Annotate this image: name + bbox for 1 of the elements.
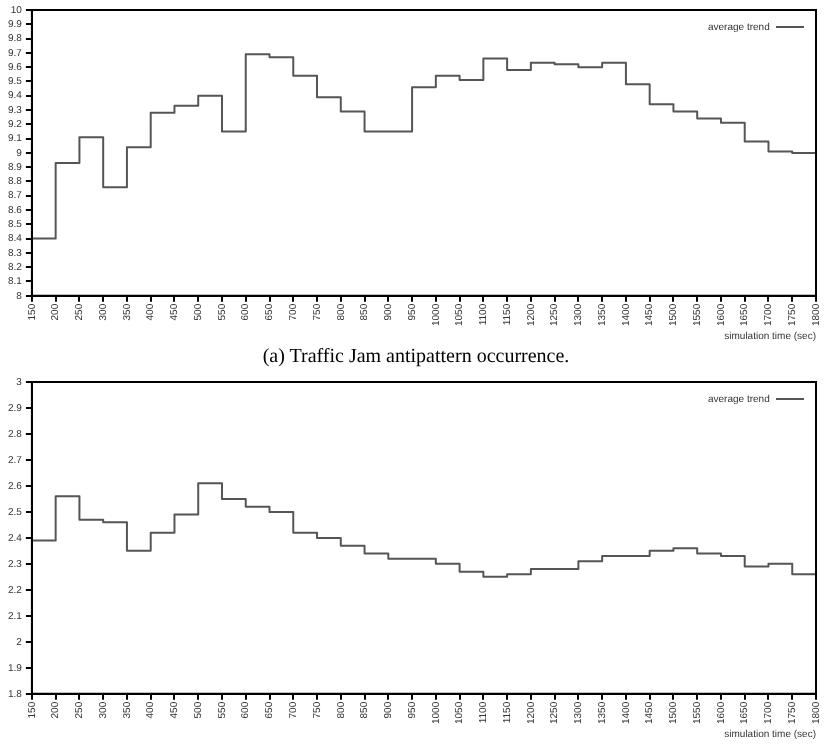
text: (a) Traffic Jam antipattern occurrence. <box>260 344 572 372</box>
